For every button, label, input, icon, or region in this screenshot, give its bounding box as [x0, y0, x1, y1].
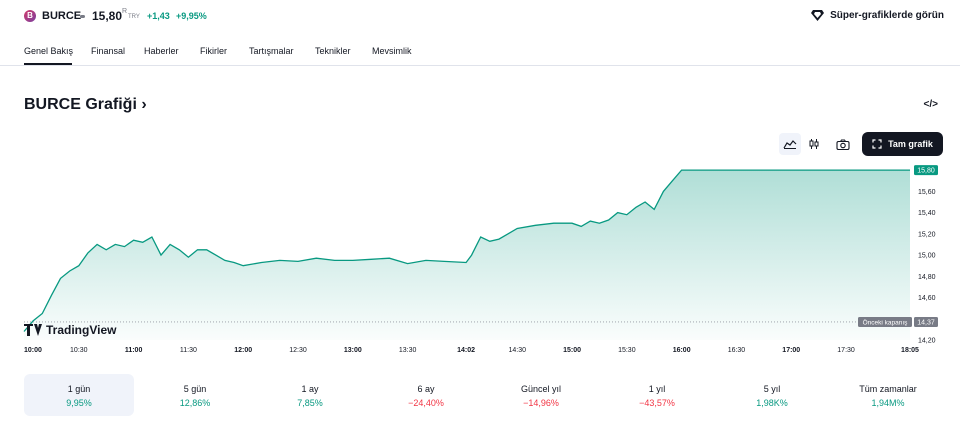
- x-tick-label: 15:00: [563, 347, 581, 354]
- y-tick-label: 15,40: [918, 210, 936, 217]
- tradingview-logo-icon: [24, 324, 33, 336]
- period-1y[interactable]: 1 yıl −43,57%: [602, 374, 712, 416]
- period-1d[interactable]: 1 gün 9,95%: [24, 374, 134, 416]
- x-tick-label: 13:00: [344, 347, 362, 354]
- chevron-right-icon: ›: [141, 96, 147, 113]
- period-label: 1 ay: [301, 384, 319, 394]
- price-change: +1,43: [147, 11, 170, 21]
- full-chart-label: Tam grafik: [888, 139, 933, 149]
- tradingview-watermark: TradingView: [24, 323, 117, 337]
- previous-close-marker: Önceki kapanış 14,37: [858, 316, 938, 327]
- super-charts-button[interactable]: Süper-grafiklerde görün: [811, 9, 944, 21]
- x-tick-label: 14:02: [457, 347, 475, 354]
- snapshot-button[interactable]: [832, 133, 854, 155]
- active-tab-indicator: [24, 63, 72, 65]
- embed-code-icon[interactable]: </>: [923, 99, 938, 110]
- currency-label: TRY: [128, 14, 140, 20]
- tab-ideas[interactable]: Fikirler: [200, 46, 227, 56]
- full-chart-button[interactable]: Tam grafik: [862, 132, 943, 156]
- period-label: 5 gün: [183, 384, 207, 394]
- period-label: 5 yıl: [763, 384, 781, 394]
- x-tick-label: 11:30: [180, 347, 197, 354]
- x-tick-label: 16:30: [728, 347, 746, 354]
- camera-icon: [836, 138, 850, 150]
- x-tick-label: 12:00: [234, 347, 252, 354]
- price-change-percent: +9,95%: [176, 11, 207, 21]
- period-5d[interactable]: 5 gün 12,86%: [140, 374, 250, 416]
- candles-icon: [809, 139, 819, 149]
- area-chart-icon: [783, 140, 797, 149]
- period-value: 1,94M%: [871, 398, 905, 408]
- tab-technicals[interactable]: Teknikler: [315, 46, 351, 56]
- period-label: Güncel yıl: [520, 384, 562, 394]
- previous-close-value: 14,37: [917, 319, 935, 326]
- chart-title-text: BURCE Grafiği: [24, 96, 137, 113]
- period-value: −24,40%: [408, 398, 444, 408]
- price-chart[interactable]: 15,60 15,40 15,20 15,00 14,80 14,60 14,20 10:0…: [0, 160, 960, 356]
- x-tick-label: 17:00: [782, 347, 800, 354]
- tab-discussions[interactable]: Tartışmalar: [249, 46, 294, 56]
- symbol-header: B BURCE 15,80 R TRY +1,43 +9,95% Süper-g…: [0, 0, 960, 34]
- tab-news[interactable]: Haberler: [144, 46, 179, 56]
- period-value: −43,57%: [639, 398, 675, 408]
- price-area-fill: [24, 170, 910, 340]
- symbol-name: BURCE: [42, 10, 82, 22]
- period-ytd[interactable]: Güncel yıl −14,96%: [486, 374, 596, 416]
- chart-section-title[interactable]: BURCE Grafiği ›: [24, 96, 147, 114]
- tab-overview[interactable]: Genel Bakış: [24, 46, 74, 56]
- period-value: 1,98K%: [756, 398, 788, 408]
- x-tick-label: 12:30: [289, 347, 307, 354]
- period-label: 6 ay: [417, 384, 435, 394]
- candles-chart-button[interactable]: [803, 133, 825, 155]
- price-line: [23, 169, 910, 332]
- period-value: 7,85%: [297, 398, 323, 408]
- super-charts-label: Süper-grafiklerde görün: [830, 9, 944, 21]
- current-price-label: 15,80: [917, 168, 935, 175]
- price-suffix: R: [122, 8, 128, 15]
- period-label: 1 gün: [67, 384, 91, 394]
- x-tick-label: 10:30: [70, 347, 88, 354]
- previous-close-label: Önceki kapanış: [863, 318, 909, 326]
- last-price: 15,80: [92, 9, 123, 23]
- y-tick-label: 14,60: [918, 295, 936, 302]
- company-logo: B: [24, 10, 36, 22]
- y-tick-label: 14,80: [918, 274, 936, 281]
- current-price-marker: 15,80: [914, 165, 938, 176]
- x-tick-label: 14:30: [508, 347, 526, 354]
- fullscreen-icon: [872, 139, 882, 149]
- period-value: −14,96%: [523, 398, 559, 408]
- period-all[interactable]: Tüm zamanlar 1,94M%: [833, 374, 943, 416]
- x-tick-label: 10:00: [24, 347, 42, 354]
- tab-seasonals[interactable]: Mevsimlik: [372, 46, 412, 56]
- period-value: 12,86%: [179, 398, 211, 408]
- symbol-tabs: Genel Bakış Finansal Haberler Fikirler T…: [0, 36, 960, 66]
- area-chart-button[interactable]: [779, 133, 801, 155]
- y-tick-label: 15,60: [918, 189, 936, 196]
- tab-financials[interactable]: Finansal: [91, 46, 126, 56]
- market-status-icon: [80, 15, 85, 18]
- x-tick-label: 11:00: [125, 347, 143, 354]
- x-tick-label: 18:05: [901, 347, 919, 354]
- x-tick-label: 15:30: [618, 347, 636, 354]
- supercharts-icon: [811, 10, 825, 21]
- performance-periods: 1 gün 9,95% 5 gün 12,86% 1 ay 7,85% 6 ay…: [24, 374, 944, 416]
- period-1m[interactable]: 1 ay 7,85%: [255, 374, 365, 416]
- period-label: 1 yıl: [648, 384, 666, 394]
- x-tick-label: 17:30: [837, 347, 855, 354]
- period-label: Tüm zamanlar: [859, 384, 917, 394]
- period-value: 9,95%: [66, 398, 92, 408]
- y-tick-label: 15,00: [918, 253, 936, 260]
- period-6m[interactable]: 6 ay −24,40%: [371, 374, 481, 416]
- y-tick-label: 14,20: [918, 338, 936, 345]
- period-5y[interactable]: 5 yıl 1,98K%: [717, 374, 827, 416]
- watermark-text: TradingView: [46, 323, 117, 337]
- y-tick-label: 15,20: [918, 231, 936, 238]
- x-tick-label: 13:30: [399, 347, 417, 354]
- x-tick-label: 16:00: [673, 347, 691, 354]
